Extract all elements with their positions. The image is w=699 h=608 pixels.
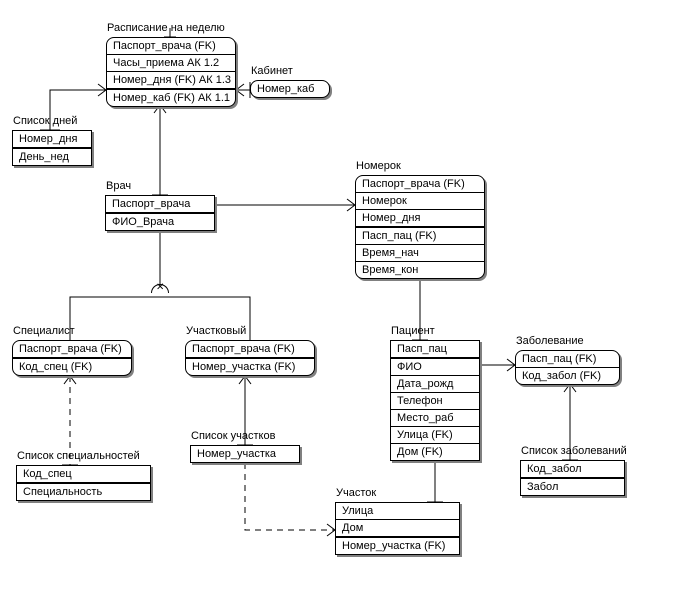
attr: Паспорт_врача (FK) <box>107 38 235 55</box>
entity-district-list: Список участков Номер_участка <box>190 445 300 463</box>
attr: Номер_участка <box>191 446 299 462</box>
entity-title: Список специальностей <box>17 450 140 462</box>
entity-days: Список дней Номер_дня День_нед <box>12 130 92 166</box>
entity-title: Врач <box>106 180 131 192</box>
attr: Номер_каб (FK) АК 1.1 <box>107 89 235 106</box>
attr: Время_кон <box>356 262 484 278</box>
attr: Дата_рожд <box>391 376 479 393</box>
attr: ФИО_Врача <box>106 213 214 230</box>
attr: Пасп_пац <box>391 341 479 358</box>
entity-patient: Пациент Пасп_пац ФИО Дата_рожд Телефон М… <box>390 340 480 461</box>
entity-title: Участок <box>336 487 376 499</box>
entity-district: Участок Улица Дом Номер_участка (FK) <box>335 502 460 555</box>
attr: Улица (FK) <box>391 427 479 444</box>
attr: ФИО <box>391 358 479 376</box>
entity-title: Расписание на неделю <box>107 22 225 34</box>
attr: Номер_участка (FK) <box>186 358 314 375</box>
entity-title: Специалист <box>13 325 75 337</box>
attr: Паспорт_врача (FK) <box>356 176 484 193</box>
entity-schedule: Расписание на неделю Паспорт_врача (FK) … <box>106 37 236 107</box>
attr: Дом <box>336 520 459 537</box>
attr: Часы_приема АК 1.2 <box>107 55 235 72</box>
attr: Паспорт_врача (FK) <box>13 341 131 358</box>
entity-disease-list: Список заболеваний Код_забол Забол <box>520 460 625 496</box>
entity-cabinet: Кабинет Номер_каб <box>250 80 330 98</box>
attr: Код_забол <box>521 461 624 478</box>
entity-specialist: Специалист Паспорт_врача (FK) Код_спец (… <box>12 340 132 376</box>
attr: Время_нач <box>356 245 484 262</box>
attr: Специальность <box>17 483 150 500</box>
attr: Дом (FK) <box>391 444 479 460</box>
attr: Номер_дня <box>13 131 91 148</box>
entity-ticket: Номерок Паспорт_врача (FK) Номерок Номер… <box>355 175 485 279</box>
category-x: ✕ <box>156 282 164 293</box>
entity-title: Участковый <box>186 325 246 337</box>
attr: Пасп_пац (FK) <box>516 351 619 368</box>
attr: День_нед <box>13 148 91 165</box>
attr: Номер_дня <box>356 210 484 227</box>
entity-title: Номерок <box>356 160 401 172</box>
attr: Место_раб <box>391 410 479 427</box>
attr: Паспорт_врача (FK) <box>186 341 314 358</box>
attr: Телефон <box>391 393 479 410</box>
attr: Паспорт_врача <box>106 196 214 213</box>
attr: Забол <box>521 478 624 495</box>
attr: Код_спец <box>17 466 150 483</box>
attr: Номер_участка (FK) <box>336 537 459 554</box>
attr: Улица <box>336 503 459 520</box>
attr: Номер_дня (FK) АК 1.3 <box>107 72 235 89</box>
entity-title: Пациент <box>391 325 435 337</box>
attr: Код_спец (FK) <box>13 358 131 375</box>
attr: Пасп_пац (FK) <box>356 227 484 245</box>
attr: Номерок <box>356 193 484 210</box>
entity-district-doctor: Участковый Паспорт_врача (FK) Номер_учас… <box>185 340 315 376</box>
entity-title: Список дней <box>13 115 77 127</box>
attr: Номер_каб <box>251 81 329 97</box>
entity-title: Кабинет <box>251 65 293 77</box>
entity-title: Заболевание <box>516 335 584 347</box>
entity-title: Список заболеваний <box>521 445 627 457</box>
attr: Код_забол (FK) <box>516 368 619 384</box>
entity-spec-list: Список специальностей Код_спец Специальн… <box>16 465 151 501</box>
entity-title: Список участков <box>191 430 275 442</box>
entity-doctor: Врач Паспорт_врача ФИО_Врача <box>105 195 215 231</box>
entity-disease: Заболевание Пасп_пац (FK) Код_забол (FK) <box>515 350 620 385</box>
